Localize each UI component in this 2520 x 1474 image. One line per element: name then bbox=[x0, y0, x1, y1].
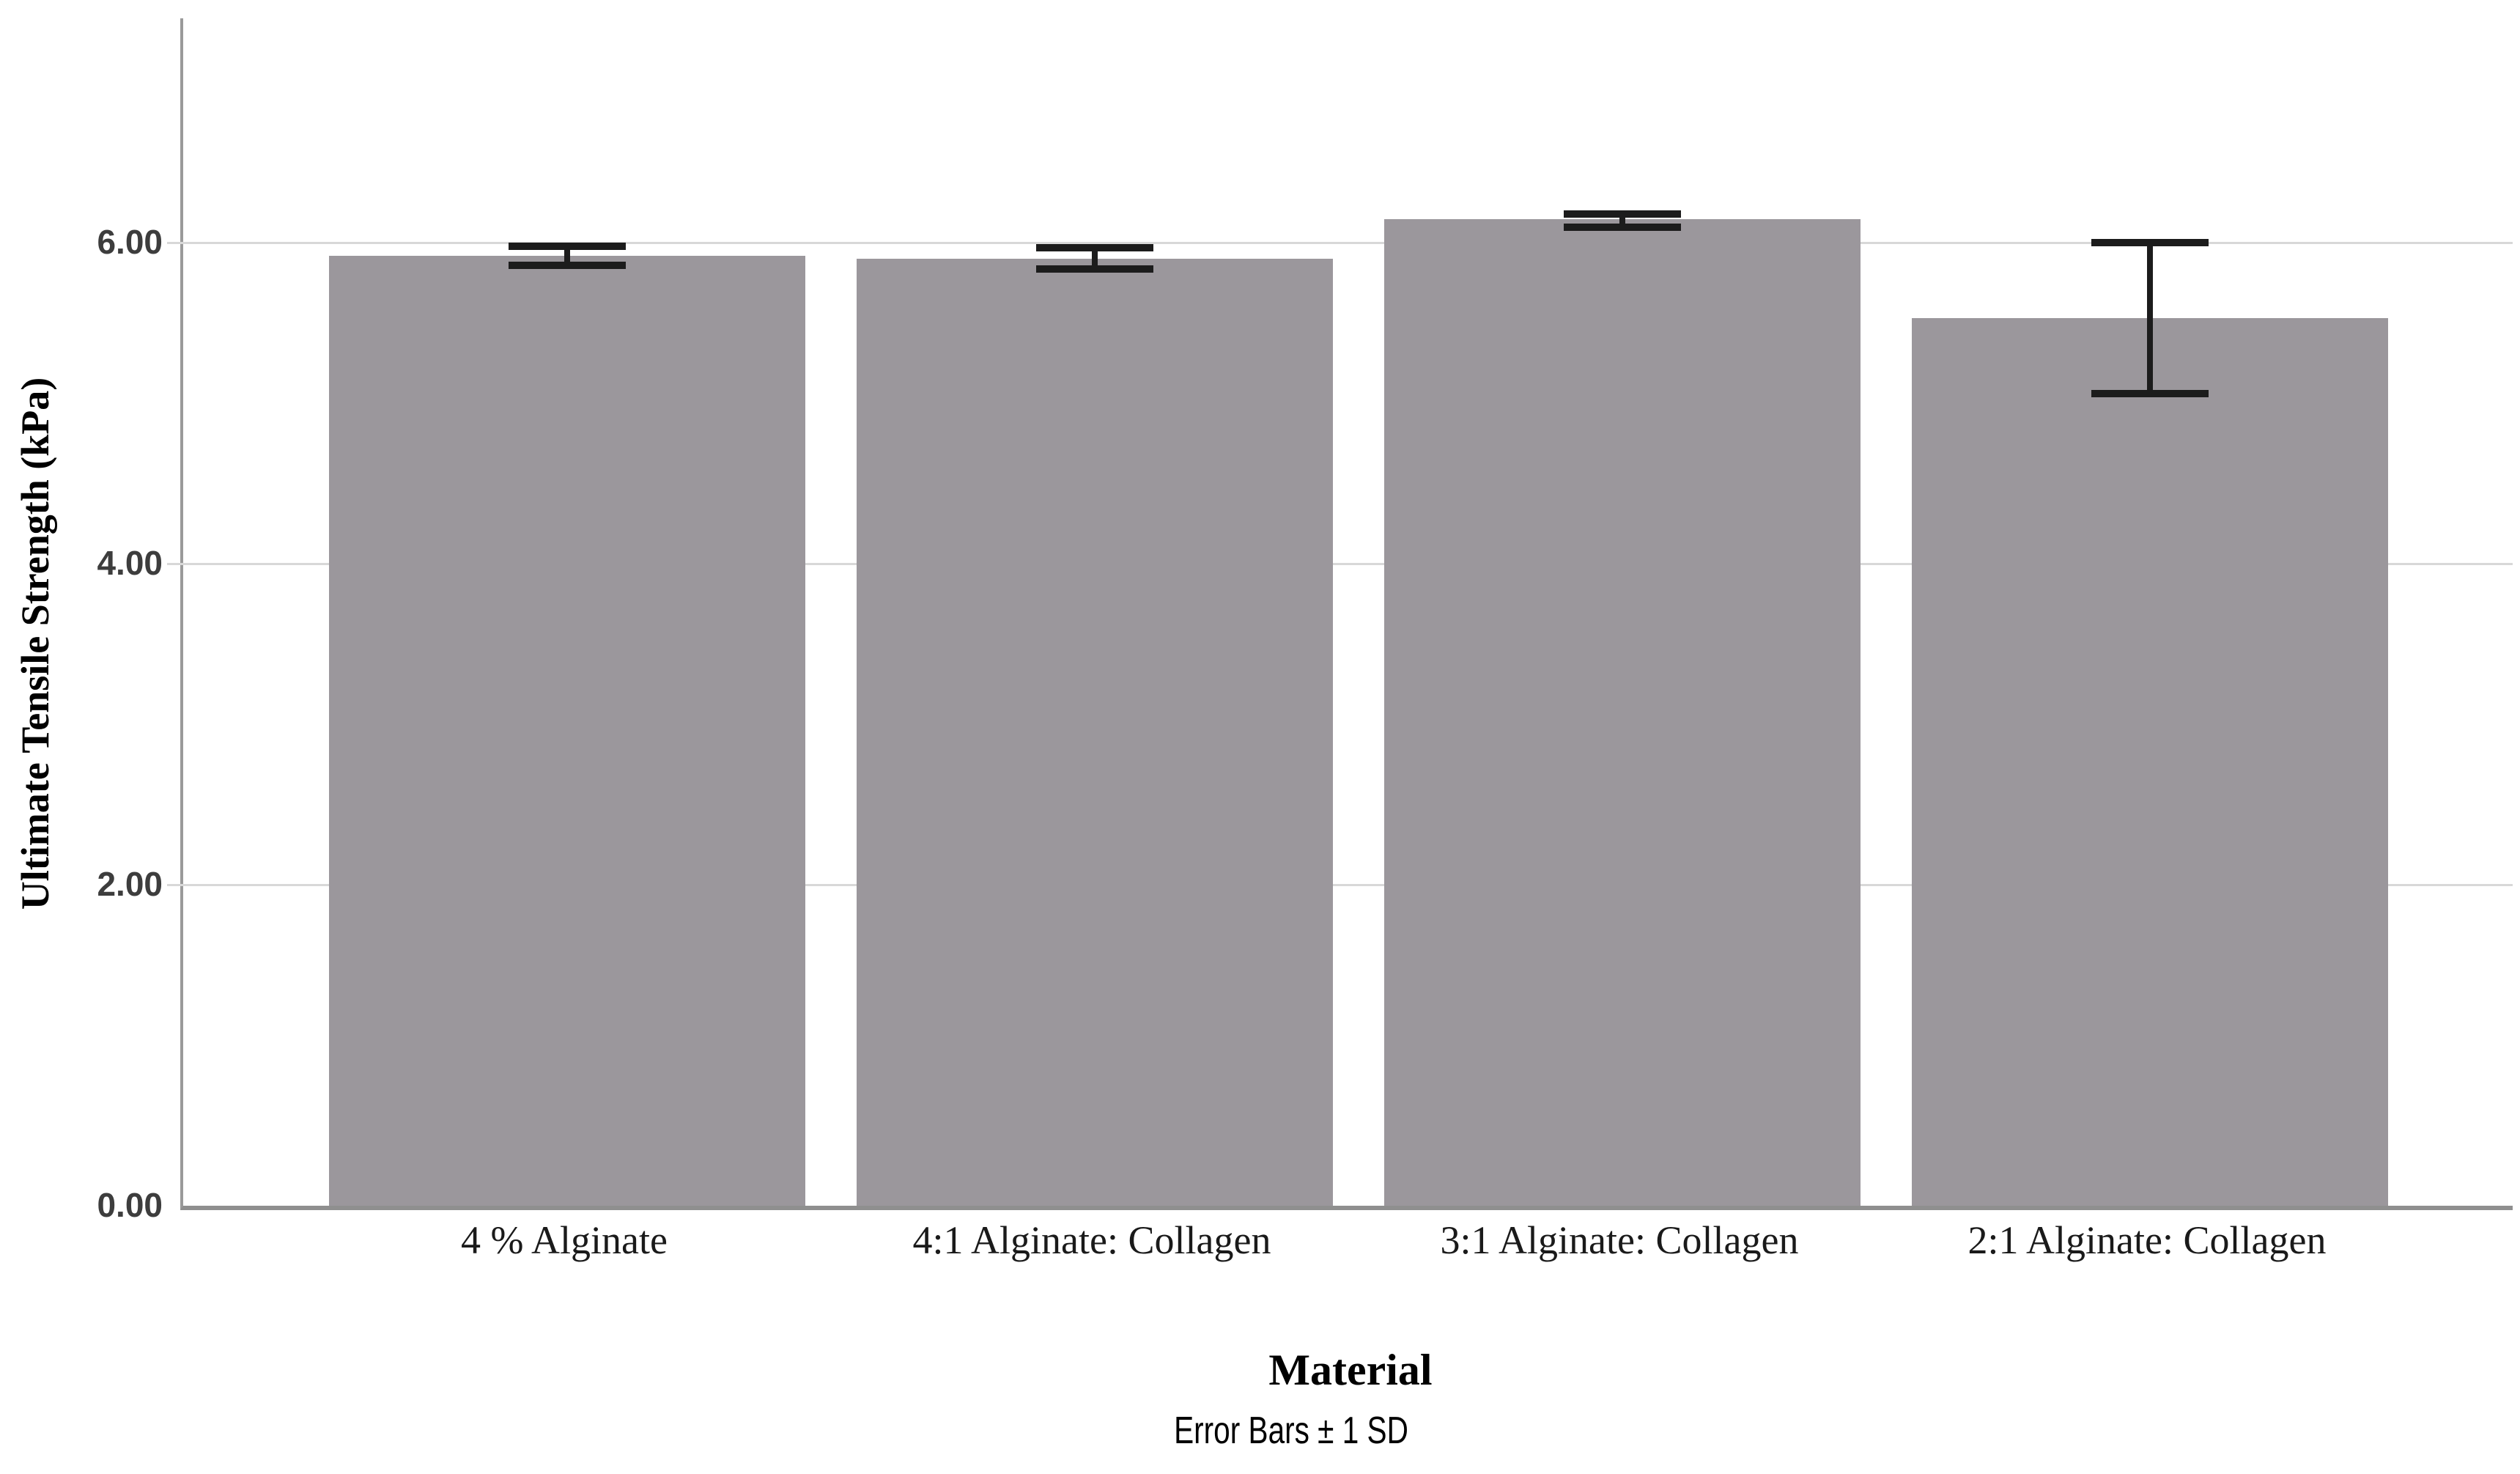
gridline bbox=[167, 562, 2513, 565]
y-axis-title: Ultimate Tensile Strength (kPa) bbox=[13, 377, 57, 910]
error-bar-cap-bottom bbox=[1036, 265, 1153, 273]
gridline bbox=[167, 883, 2513, 886]
error-bar-cap-bottom bbox=[1564, 223, 1681, 231]
error-bar-cap-top bbox=[2091, 239, 2209, 247]
error-bar-cap-bottom bbox=[509, 262, 626, 270]
gridline bbox=[167, 241, 2513, 244]
error-bar-line bbox=[1092, 248, 1098, 269]
bar bbox=[1384, 218, 1861, 1206]
error-bar-cap-bottom bbox=[2091, 390, 2209, 398]
bar bbox=[1912, 318, 2388, 1206]
error-bar-cap-top bbox=[1036, 244, 1153, 252]
error-bar-line bbox=[564, 246, 570, 266]
y-tick-label: 0.00 bbox=[97, 1186, 163, 1224]
bar bbox=[857, 259, 1333, 1206]
y-tick-label: 2.00 bbox=[97, 865, 163, 904]
error-bar-line bbox=[2147, 243, 2153, 394]
error-bar-line bbox=[1619, 214, 1625, 227]
error-bar-caption: Error Bars ± 1 SD bbox=[1174, 1409, 1408, 1452]
error-bar-cap-top bbox=[1564, 210, 1681, 218]
x-category-label: 3:1 Alginate: Collagen bbox=[1440, 1218, 1799, 1262]
bar bbox=[329, 256, 805, 1206]
plot-area bbox=[167, 18, 2513, 1210]
error-bar-cap-top bbox=[509, 242, 626, 250]
x-axis-title: Material bbox=[1268, 1346, 1433, 1394]
x-category-label: 4:1 Alginate: Collagen bbox=[912, 1218, 1271, 1262]
x-category-label: 4 % Alginate bbox=[461, 1218, 668, 1262]
y-tick-label: 6.00 bbox=[97, 223, 163, 262]
x-category-label: 2:1 Alginate: Collagen bbox=[1967, 1218, 2327, 1262]
y-tick-label: 4.00 bbox=[97, 544, 163, 583]
